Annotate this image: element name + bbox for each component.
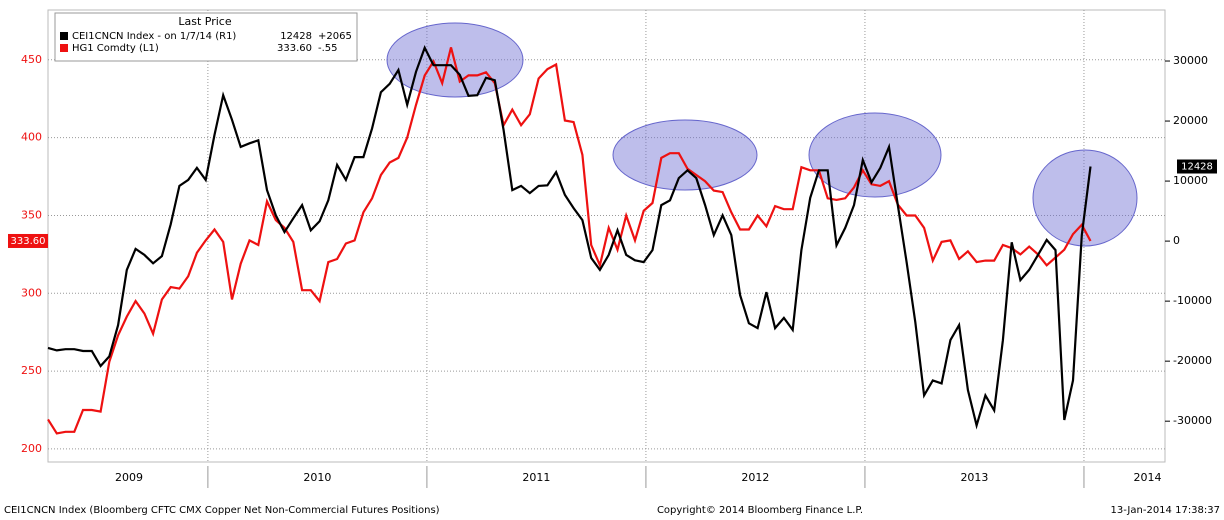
legend-change: +2065 (318, 31, 352, 42)
x-tick-label: 2011 (522, 471, 550, 484)
legend-value: 333.60 (277, 43, 312, 54)
legend-swatch (60, 32, 68, 40)
legend-title: Last Price (178, 15, 231, 28)
series-line (47, 45, 1092, 430)
y2-tick-label: -10000 (1173, 294, 1212, 307)
x-tick-label: 2013 (960, 471, 988, 484)
legend: Last Price (54, 12, 358, 62)
highlight (808, 112, 942, 198)
legend-value: 12428 (280, 31, 312, 42)
legend-label: CEI1CNCN Index - on 1/7/14 (R1) (72, 31, 236, 42)
highlight (1032, 149, 1138, 247)
footer: Copyright© 2014 Bloomberg Finance L.P. (657, 505, 863, 516)
y-tick-label: 300 (21, 286, 42, 299)
y-tick-label: 350 (21, 208, 42, 221)
y-tick-label: 450 (21, 53, 42, 66)
x-tick-label: 2012 (741, 471, 769, 484)
y2-tick-label: -30000 (1173, 414, 1212, 427)
legend-change: -.55 (318, 43, 338, 54)
last-value-label: 12428 (1181, 162, 1213, 173)
series-line (47, 47, 1092, 435)
y2-tick-label: 0 (1173, 234, 1180, 247)
y2-tick-label: 30000 (1173, 54, 1208, 67)
legend-swatch (60, 44, 68, 52)
last-value-tag (8, 233, 48, 248)
x-tick-label: 2014 (1133, 471, 1161, 484)
legend-box (54, 12, 358, 62)
highlight (612, 119, 758, 191)
footer: 13-Jan-2014 17:38:37 (1111, 505, 1220, 516)
x-tick-label: 2009 (115, 471, 143, 484)
last-value-tag (1177, 159, 1217, 174)
y2-tick-label: -20000 (1173, 354, 1212, 367)
footer: CEI1CNCN Index (Bloomberg CFTC CMX Coppe… (4, 505, 440, 516)
x-tick-label: 2010 (303, 471, 331, 484)
y2-tick-label: 20000 (1173, 114, 1208, 127)
y-tick-label: 400 (21, 131, 42, 144)
legend-label: HG1 Comdty (L1) (72, 43, 159, 54)
y2-tick-label: 10000 (1173, 174, 1208, 187)
y-tick-label: 250 (21, 364, 42, 377)
last-value-label: 333.60 (11, 236, 46, 247)
y-tick-label: 200 (21, 442, 42, 455)
